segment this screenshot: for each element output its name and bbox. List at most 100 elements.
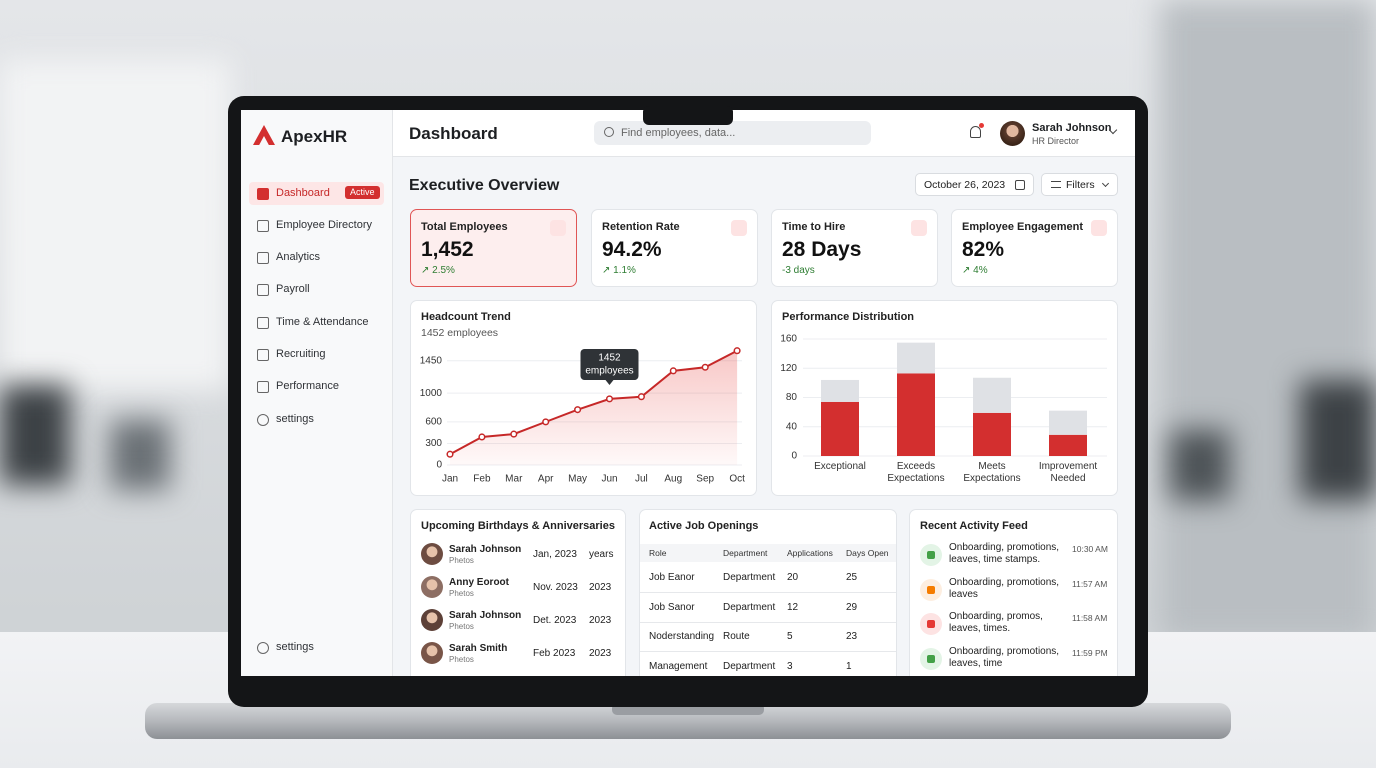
x-tick-label: Meets Expectations [963,461,1021,484]
person-name: Sarah Smith [449,643,508,654]
filter-icon [1051,181,1061,188]
kpi-icon [1091,220,1107,236]
nav-icon [257,188,269,200]
window-light [0,60,230,390]
avatar [421,543,443,565]
activity-icon-glyph [927,551,935,559]
nav-item[interactable]: Payroll [249,278,384,301]
x-tick-label: Exceeds Expectations [887,461,945,484]
activity-text: Onboarding, promotions, leaves, time [949,645,1060,669]
nav-icon [257,642,269,654]
activity-time: 11:59 PM [1072,647,1108,658]
kpi-card: Employee Engagement 82% ↗ 4% [951,209,1118,287]
person-name: Anny Eoroot [449,577,509,588]
kpi-card: Retention Rate 94.2% ↗ 1.1% [591,209,758,287]
kpi-icon [911,220,927,236]
event-extra: 2023 [589,582,612,593]
nav-label: Payroll [276,283,310,295]
table-cell: 12 [787,601,799,613]
nav-item[interactable]: Analytics [249,246,384,269]
table-cell: Management [649,660,708,672]
chair-right [1300,380,1376,500]
kpi-title: Time to Hire [782,221,846,233]
activity-time: 11:57 AM [1072,578,1108,589]
event-date: Nov. 2023 [533,582,578,593]
nav-item[interactable]: settings [249,408,384,431]
event-extra: 2023 [589,615,612,626]
event-date: Det. 2023 [533,615,577,626]
laptop-base [145,703,1231,739]
notification-dot [979,123,984,128]
activity-icon-glyph [927,654,935,663]
kpi-value: 28 Days [782,238,862,261]
table-cell: 5 [787,631,793,642]
nav-label: Performance [276,380,339,392]
kpi-change: ↗ 2.5% [421,265,455,276]
table-cell: 3 [787,660,793,672]
table-cell: Route [723,631,750,642]
nav-item[interactable]: settings [249,636,384,659]
nav-label: Analytics [276,251,321,263]
activity-text: Onboarding, promos, leaves, times. [949,611,1043,634]
filters-button[interactable]: Filters [1041,173,1118,196]
avatar [421,642,443,664]
search-box[interactable]: Find employees, data... [594,121,871,145]
kpi-icon [731,220,747,236]
kpi-value: 94.2% [602,238,662,261]
avatar [421,576,443,598]
chair-right-2 [1170,430,1230,500]
kpi-change: ↗ 1.1% [602,265,636,276]
activity-text: Onboarding, promotions, leaves [949,576,1060,600]
activity-icon-glyph [927,585,935,594]
nav-label: Dashboard [276,187,330,199]
table-header: Days Open [846,548,889,558]
notification-bell[interactable] [970,126,981,138]
person-name: Sarah Johnson [449,610,522,621]
person-name: Sarah Johnson [449,544,522,555]
calendar-icon [1015,180,1025,190]
nav-badge: Active [345,186,380,199]
nav-item[interactable]: Recruiting [249,343,384,366]
chair-left-2 [110,420,170,490]
card-title: Upcoming Birthdays & Anniversaries [421,520,615,532]
table-cell: 1 [846,660,852,672]
avatar [421,609,443,631]
date-label: October 26, 2023 [924,179,1006,191]
birthdays-card: Upcoming Birthdays & Anniversaries Sarah … [410,509,626,676]
chart-title: Headcount Trend [421,311,511,323]
table-cell: 20 [787,572,799,583]
nav-label: Employee Directory [276,219,372,231]
search-icon [604,127,614,137]
activity-icon-glyph [927,620,935,628]
event-extra: 2023 [589,648,612,659]
nav-icon [257,349,269,361]
nav-item[interactable]: Time & Attendance [249,311,384,334]
nav-item[interactable]: Dashboard Active [249,182,384,205]
chair-left [0,385,70,485]
nav-icon [257,252,269,264]
row-divider [640,651,896,652]
nav-icon [257,284,269,296]
table-cell: 23 [846,631,858,642]
kpi-value: 82% [962,238,1005,261]
nav-icon [257,414,269,426]
user-avatar[interactable] [1000,121,1025,146]
nav-item[interactable]: Employee Directory [249,214,384,237]
nav-icon [257,381,269,393]
nav-item[interactable]: Performance [249,375,384,398]
date-picker[interactable]: October 26, 2023 [915,173,1034,196]
user-name: Sarah Johnson [1032,122,1112,134]
nav-label: Recruiting [276,348,326,360]
table-cell: Department [723,572,776,583]
activity-text: Onboarding, promotions, leaves, time sta… [949,542,1060,565]
brand-name: ApexHR [281,127,348,146]
search-placeholder: Find employees, data... [621,127,736,139]
event-date: Feb 2023 [533,648,576,659]
nav-label: settings [276,413,314,425]
table-cell: Department [723,660,776,672]
person-sub: Phetos [449,622,474,631]
table-header-bg [640,544,896,562]
nav-label: settings [276,641,314,653]
kpi-change: -3 days [782,265,815,276]
